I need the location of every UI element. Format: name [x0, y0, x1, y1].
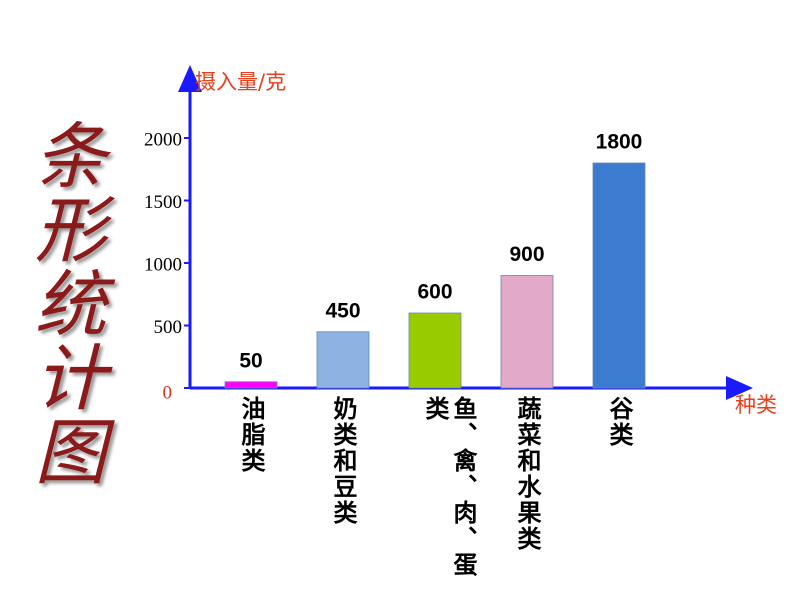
chart-title: 条形统计图	[22, 118, 106, 488]
x-tick-label: 奶类和豆类	[329, 396, 357, 526]
bar	[500, 275, 554, 389]
x-tick-label: 谷类	[605, 396, 633, 448]
x-axis-label: 种类	[735, 393, 777, 417]
y-tick-label: 2000	[144, 129, 182, 150]
value-label: 1800	[596, 131, 643, 154]
bar	[316, 331, 370, 389]
x-tick-label: 油脂类	[237, 396, 265, 474]
value-label: 600	[417, 281, 452, 304]
value-label: 50	[239, 349, 262, 372]
y-tick-label: 1500	[144, 192, 182, 213]
y-tick-label: 0	[163, 382, 173, 403]
y-tick-label: 500	[154, 317, 183, 338]
x-tick-label: 蔬菜和水果类	[513, 396, 541, 552]
y-tick-label: 1000	[144, 254, 182, 275]
value-label: 900	[509, 243, 544, 266]
bar	[408, 312, 462, 389]
bar	[224, 381, 278, 389]
x-tick-label: 鱼、禽、肉、蛋类	[421, 396, 477, 578]
value-label: 450	[325, 299, 360, 322]
bar	[592, 162, 646, 389]
y-axis-label: 摄入量/克	[195, 70, 286, 94]
